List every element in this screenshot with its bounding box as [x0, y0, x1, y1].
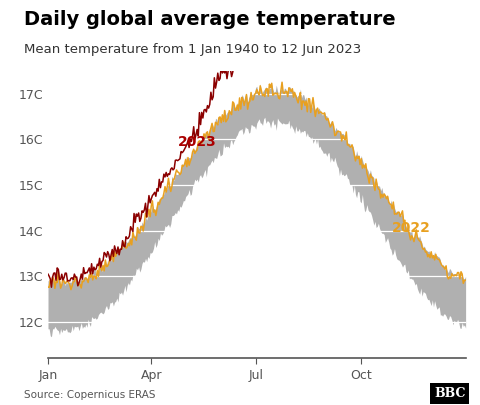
Text: Mean temperature from 1 Jan 1940 to 12 Jun 2023: Mean temperature from 1 Jan 1940 to 12 J… — [24, 43, 361, 55]
Text: 2022: 2022 — [392, 222, 431, 235]
Text: 2023: 2023 — [178, 134, 216, 149]
Text: Source: Copernicus ERAS: Source: Copernicus ERAS — [24, 390, 156, 400]
Text: Daily global average temperature: Daily global average temperature — [24, 10, 396, 29]
Text: BBC: BBC — [434, 387, 466, 400]
